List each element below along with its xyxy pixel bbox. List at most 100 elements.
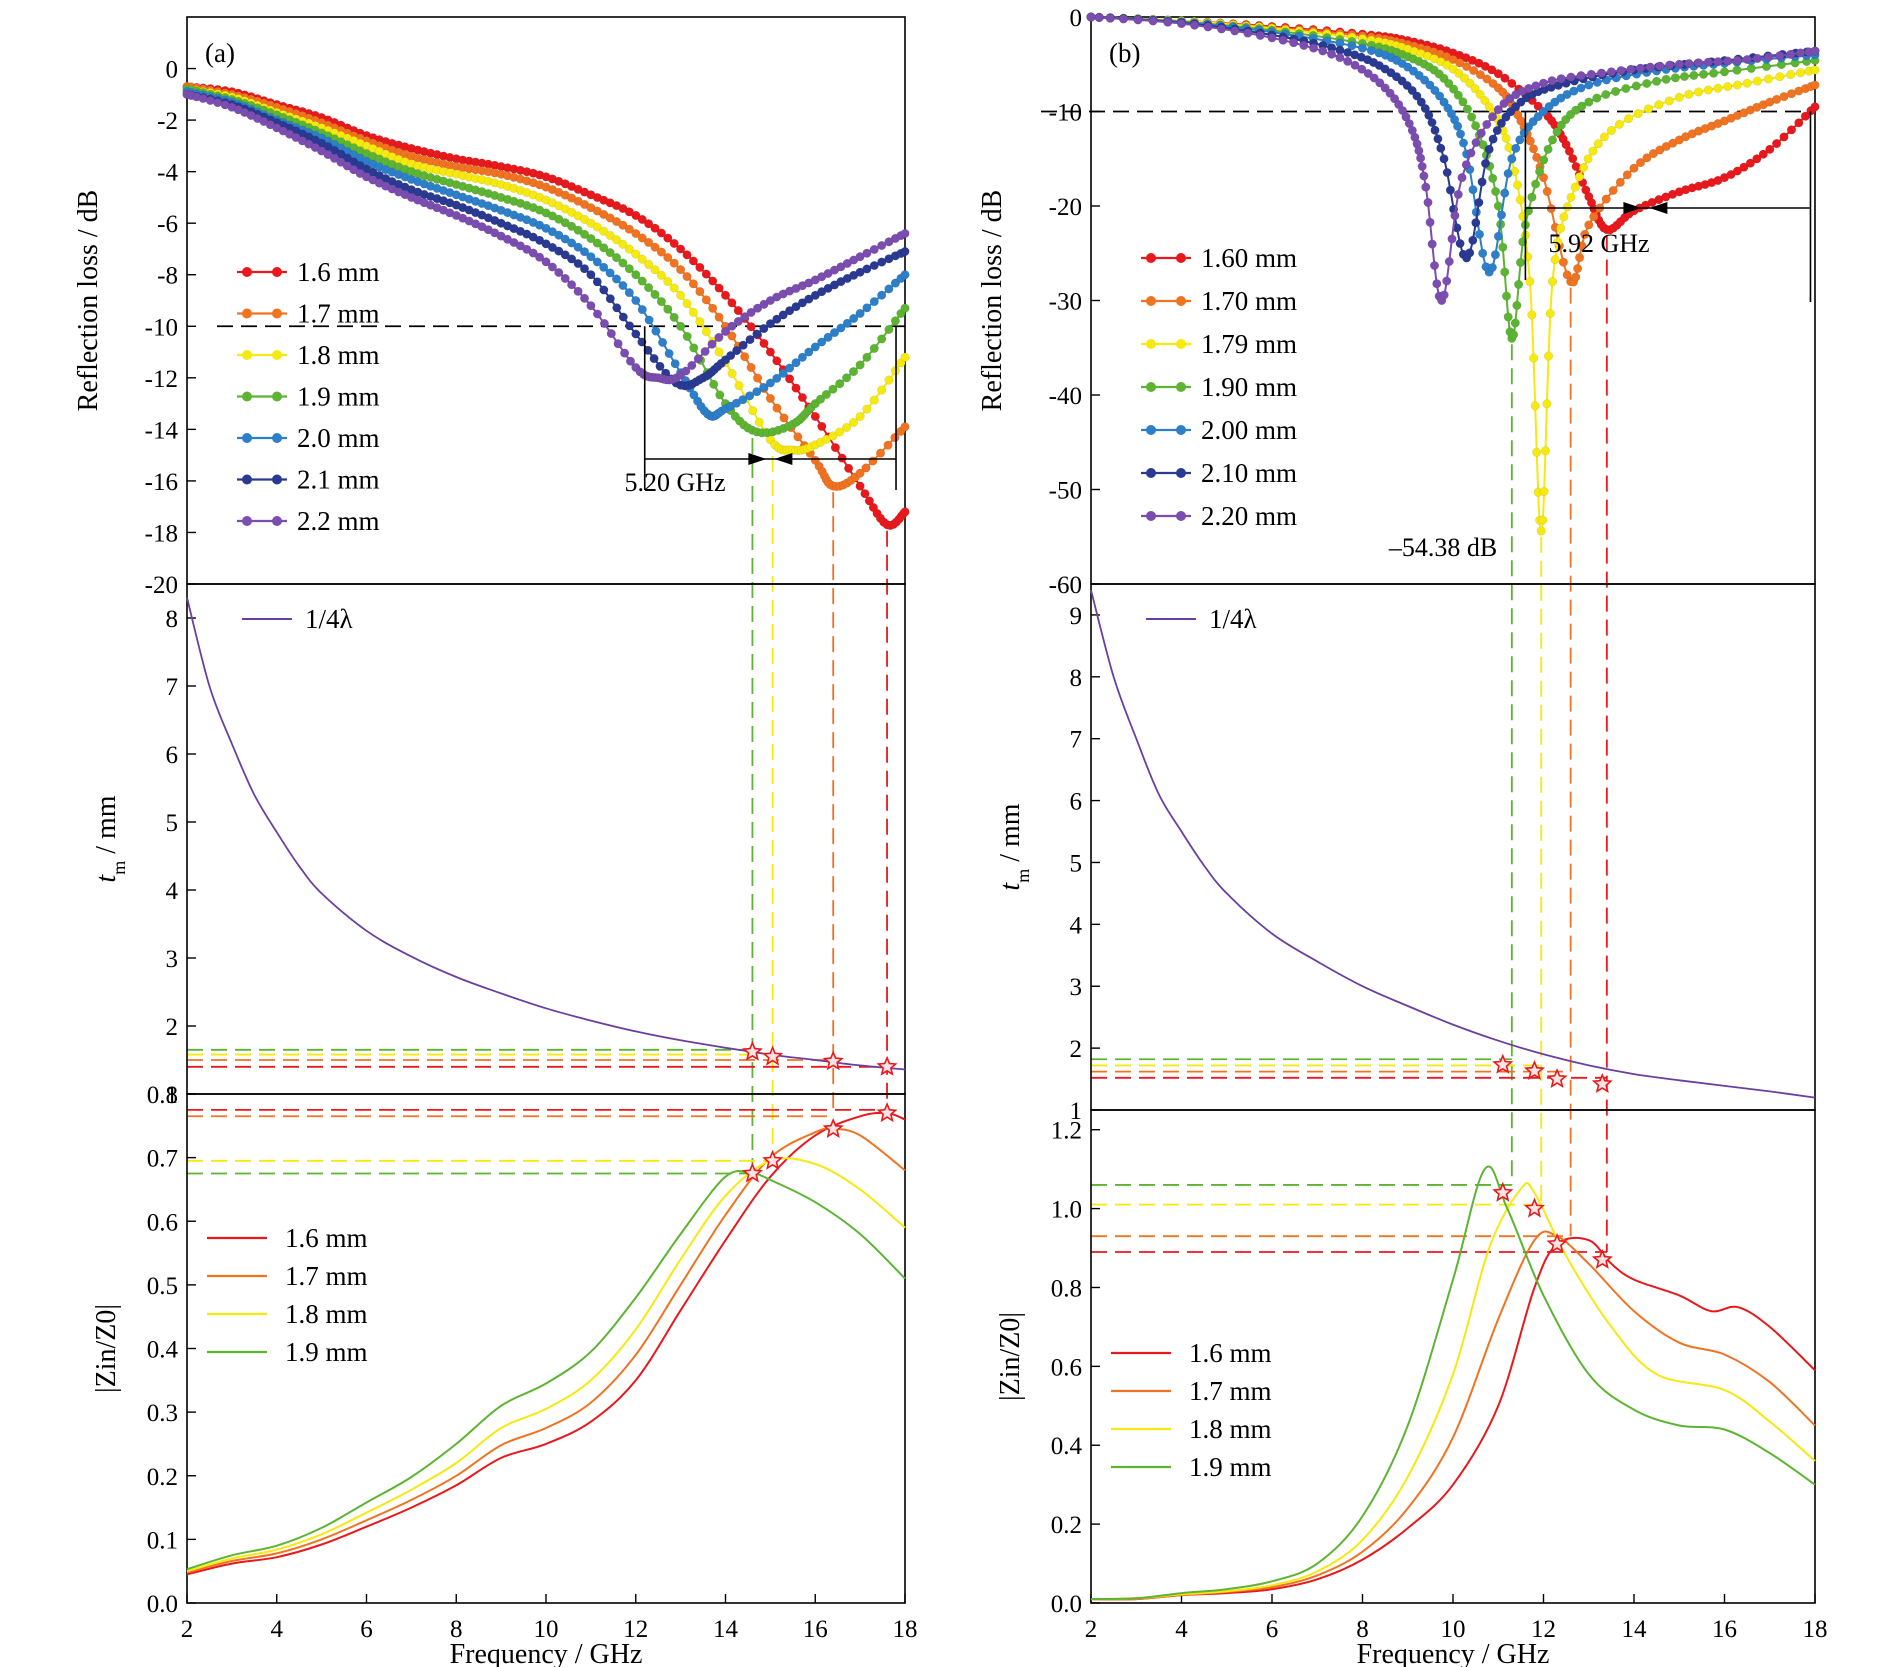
plot-frame bbox=[186, 583, 906, 1095]
data-point bbox=[1794, 118, 1804, 128]
data-point bbox=[714, 347, 724, 357]
data-point bbox=[778, 310, 788, 320]
data-point bbox=[740, 312, 750, 322]
data-point bbox=[849, 313, 859, 323]
data-point bbox=[1148, 16, 1158, 26]
series-1.9-mm bbox=[1090, 1165, 1816, 1601]
data-point bbox=[884, 284, 894, 294]
data-point bbox=[869, 260, 879, 271]
data-point bbox=[1357, 64, 1367, 74]
data-point bbox=[1493, 231, 1503, 241]
data-point bbox=[1105, 13, 1115, 23]
data-point bbox=[644, 283, 654, 293]
data-point bbox=[1542, 186, 1552, 196]
data-point bbox=[541, 257, 551, 267]
data-point bbox=[644, 219, 654, 229]
data-point bbox=[1421, 182, 1431, 192]
data-point bbox=[695, 262, 705, 272]
x-tick-label: 2 bbox=[1085, 1616, 1098, 1643]
y-tick-label: 1 bbox=[166, 1082, 179, 1109]
data-point bbox=[1796, 48, 1806, 58]
data-point bbox=[1570, 182, 1580, 192]
data-point bbox=[1519, 128, 1529, 138]
data-point bbox=[1742, 78, 1752, 88]
y-tick-label: 0.4 bbox=[1051, 1433, 1083, 1460]
data-point bbox=[835, 379, 845, 389]
data-point bbox=[842, 318, 852, 328]
data-point bbox=[586, 218, 596, 228]
y-tick-label: 0.0 bbox=[1051, 1591, 1082, 1618]
data-point bbox=[1752, 76, 1762, 86]
data-point bbox=[643, 345, 653, 355]
y-tick-label: 9 bbox=[1070, 603, 1083, 630]
data-point bbox=[1752, 53, 1762, 63]
data-point bbox=[1742, 54, 1752, 65]
data-point bbox=[1278, 35, 1288, 45]
data-point bbox=[1556, 223, 1566, 233]
data-point bbox=[785, 363, 795, 373]
data-point bbox=[1461, 160, 1471, 170]
match-marker bbox=[822, 1117, 844, 1138]
data-point bbox=[644, 315, 654, 325]
data-point bbox=[701, 295, 711, 305]
data-point bbox=[1689, 70, 1699, 80]
data-point bbox=[1493, 201, 1503, 211]
plot-frame bbox=[1090, 16, 1816, 585]
data-point bbox=[1645, 62, 1655, 72]
data-point bbox=[745, 391, 755, 401]
data-point bbox=[1626, 64, 1636, 74]
legend-label: 1/4λ bbox=[1209, 604, 1257, 634]
data-point bbox=[1467, 112, 1477, 122]
data-point bbox=[1335, 53, 1345, 63]
data-point bbox=[1444, 256, 1454, 267]
data-point bbox=[714, 332, 724, 342]
data-point bbox=[759, 338, 769, 348]
data-point bbox=[1580, 229, 1590, 239]
data-point bbox=[1664, 96, 1674, 106]
y-tick-label: 5 bbox=[166, 810, 179, 837]
data-point bbox=[714, 283, 724, 293]
data-point bbox=[1436, 143, 1446, 153]
data-point bbox=[772, 403, 782, 413]
data-point bbox=[613, 339, 623, 349]
data-point bbox=[1796, 68, 1806, 78]
legend-label: 2.10 mm bbox=[1201, 458, 1297, 488]
legend-label: 1.70 mm bbox=[1201, 286, 1297, 316]
data-point bbox=[1509, 330, 1519, 340]
data-point bbox=[1412, 91, 1422, 101]
data-point bbox=[656, 247, 666, 257]
data-point bbox=[1445, 185, 1455, 195]
data-point bbox=[1631, 81, 1641, 91]
data-point bbox=[1488, 134, 1498, 144]
data-point bbox=[835, 427, 845, 437]
data-point bbox=[1478, 248, 1488, 258]
data-point bbox=[1435, 91, 1445, 101]
legend-marker bbox=[1146, 425, 1156, 435]
data-point bbox=[1447, 234, 1457, 244]
legend-label: 1.79 mm bbox=[1201, 329, 1297, 359]
match-marker bbox=[1492, 1053, 1514, 1074]
data-point bbox=[1739, 162, 1749, 172]
data-point bbox=[791, 358, 801, 368]
legend-marker bbox=[1176, 382, 1186, 392]
data-point bbox=[829, 328, 840, 338]
data-point bbox=[1553, 237, 1563, 247]
data-point bbox=[1723, 82, 1733, 92]
data-point bbox=[586, 234, 596, 244]
series-1.8-mm bbox=[1090, 1182, 1816, 1601]
data-point bbox=[1457, 173, 1467, 183]
data-point bbox=[1507, 154, 1517, 164]
y-axis-label-main: t bbox=[995, 882, 1026, 891]
legend-marker bbox=[1176, 511, 1186, 521]
data-point bbox=[1442, 276, 1452, 286]
data-point bbox=[1629, 163, 1639, 173]
data-point bbox=[1465, 78, 1475, 88]
data-point bbox=[1577, 101, 1587, 111]
data-point bbox=[884, 375, 894, 385]
y-tick-label: 0 bbox=[1070, 5, 1083, 32]
data-point bbox=[1327, 49, 1337, 59]
data-point bbox=[1765, 144, 1775, 154]
chart-a-tm: 1 2 3 4 5 6 7 8 1/4λ tm / mm bbox=[91, 583, 906, 1109]
data-point bbox=[1615, 177, 1625, 187]
data-point bbox=[650, 289, 660, 299]
